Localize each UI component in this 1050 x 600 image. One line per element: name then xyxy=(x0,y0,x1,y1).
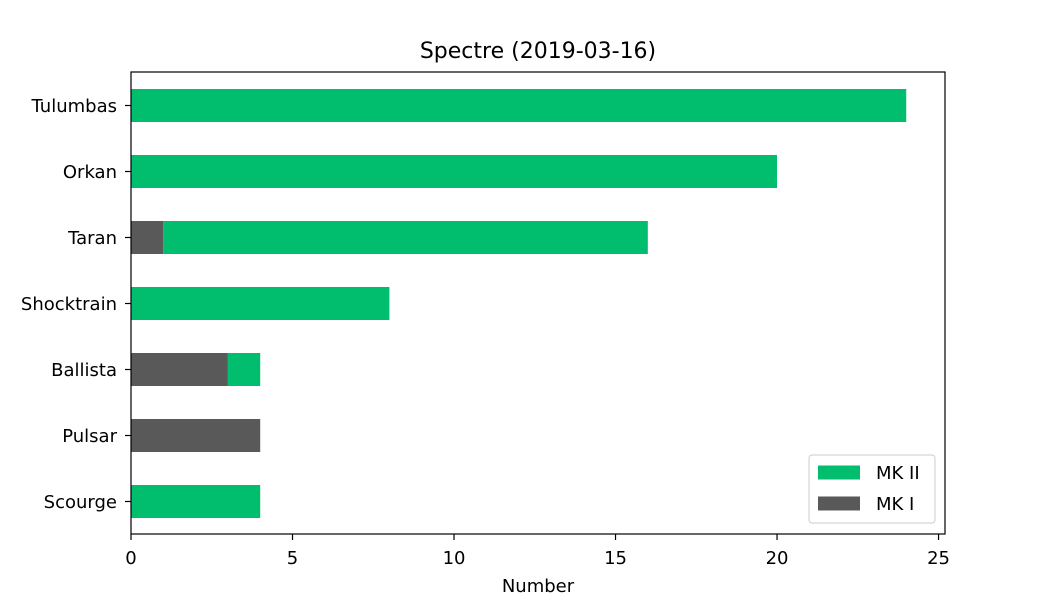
y-tick-label: Shocktrain xyxy=(21,294,117,315)
bar-orkan-mk-ii xyxy=(131,155,778,188)
x-tick-label: 5 xyxy=(287,548,298,569)
y-tick-label: Tulumbas xyxy=(31,96,117,117)
legend-label-mk-i: MK I xyxy=(876,494,914,515)
chart-title: Spectre (2019-03-16) xyxy=(420,39,656,64)
x-axis-title: Number xyxy=(502,576,575,597)
bar-ballista-mk-ii xyxy=(227,353,261,386)
y-tick-label: Orkan xyxy=(63,162,117,183)
y-tick-label: Pulsar xyxy=(62,426,117,447)
y-tick-label: Scourge xyxy=(44,492,117,513)
x-tick-label: 0 xyxy=(125,548,136,569)
y-axis-ticks: Tulumbas Orkan Taran Shocktrain Ballista Puls… xyxy=(21,96,131,513)
y-tick-label: Ballista xyxy=(51,360,117,381)
bar-ballista-mk-i xyxy=(131,353,228,386)
bar-shocktrain-mk-ii xyxy=(131,287,390,320)
legend-swatch-mk-i xyxy=(818,496,860,511)
bar-taran-mk-ii xyxy=(163,221,648,254)
legend: MK II MK I xyxy=(808,454,936,524)
legend-swatch-mk-ii xyxy=(818,465,860,480)
bar-pulsar-mk-i xyxy=(131,419,261,452)
y-tick-label: Taran xyxy=(67,228,117,249)
legend-label-mk-ii: MK II xyxy=(876,463,920,484)
x-axis-ticks: 0 5 10 15 20 25 xyxy=(125,534,950,569)
bar-tulumbas-mk-ii xyxy=(131,89,907,122)
bar-taran-mk-i xyxy=(131,221,164,254)
bars-layer xyxy=(131,89,907,518)
x-tick-label: 15 xyxy=(604,548,627,569)
x-tick-label: 10 xyxy=(443,548,466,569)
plot-frame xyxy=(130,71,946,535)
x-tick-label: 20 xyxy=(766,548,789,569)
x-tick-label: 25 xyxy=(927,548,950,569)
bar-scourge-mk-ii xyxy=(131,485,261,518)
